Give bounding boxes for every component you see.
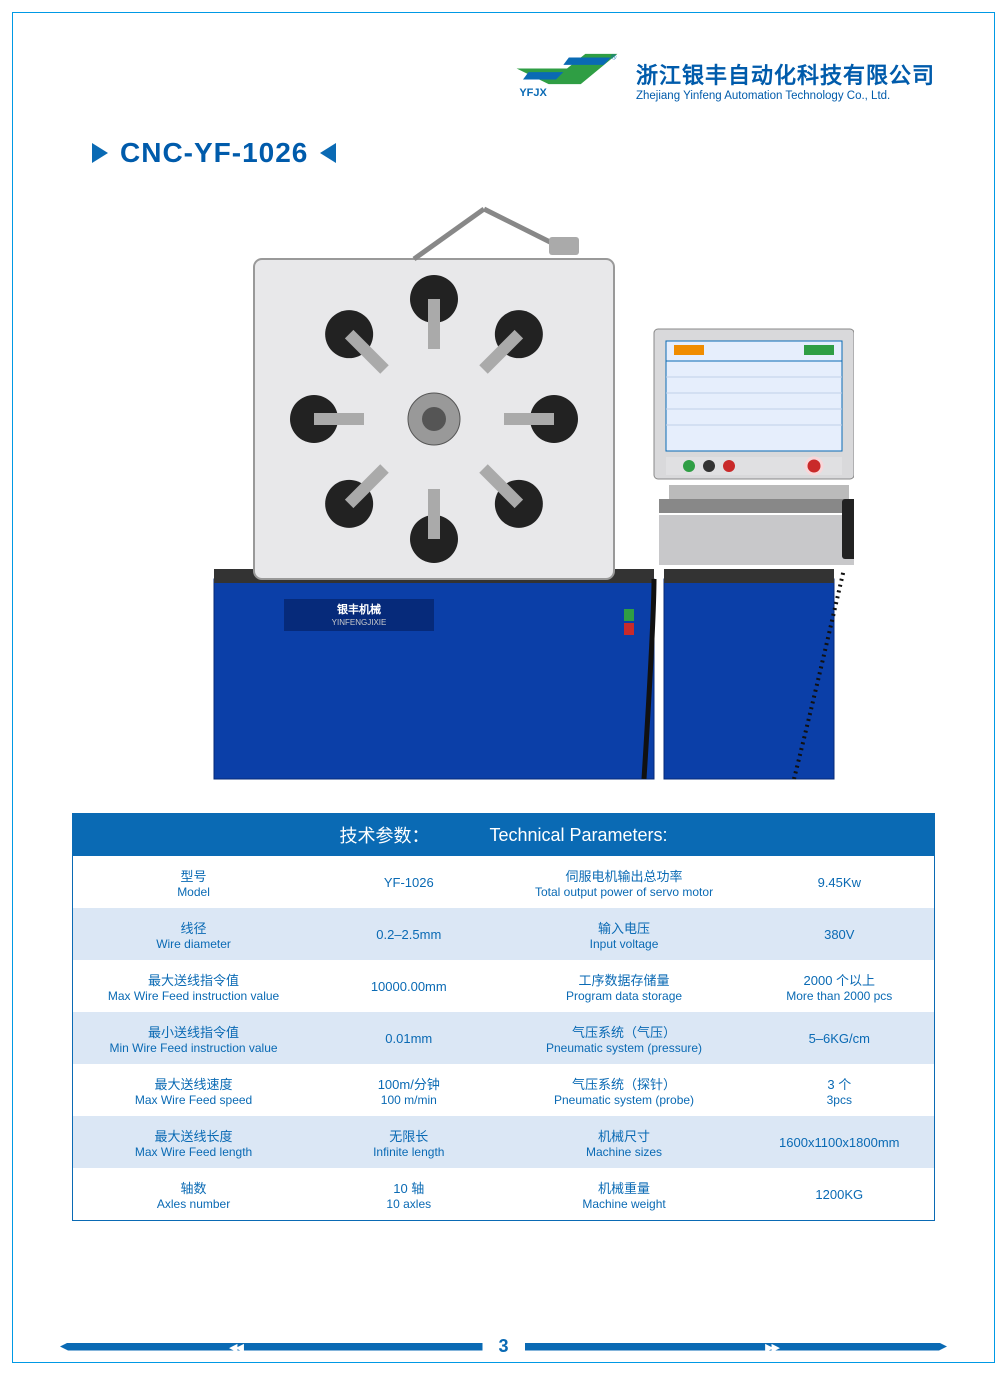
table-title-cn: 技术参数：	[339, 822, 429, 848]
product-image-area: 银丰机械 YINFENGJIXIE	[72, 179, 935, 799]
param-value-right: 2000 个以上More than 2000 pcs	[745, 960, 934, 1012]
company-name: 浙江银丰自动化科技有限公司 Zhejiang Yinfeng Automatio…	[636, 58, 935, 102]
table-row: 最大送线指令值Max Wire Feed instruction value10…	[73, 960, 934, 1012]
machine-brand-cn: 银丰机械	[337, 602, 381, 616]
table-row: 最大送线速度Max Wire Feed speed100m/分钟100 m/mi…	[73, 1064, 934, 1116]
param-label-right: 伺服电机输出总功率Total output power of servo mot…	[503, 856, 744, 908]
param-value-left: 无限长Infinite length	[314, 1116, 503, 1168]
param-label-right: 机械尺寸Machine sizes	[503, 1116, 744, 1168]
spec-table-container: 技术参数： Technical Parameters: 型号ModelYF-10…	[72, 813, 935, 1221]
param-value-right: 3 个3pcs	[745, 1064, 934, 1116]
param-value-left: 0.2–2.5mm	[314, 908, 503, 960]
footer-bar-right: ▶▶	[525, 1343, 948, 1351]
footer-bar-left: ◀◀	[60, 1343, 483, 1351]
table-row: 最小送线指令值Min Wire Feed instruction value0.…	[73, 1012, 934, 1064]
table-title-en: Technical Parameters:	[489, 825, 667, 846]
param-value-right: 1600x1100x1800mm	[745, 1116, 934, 1168]
param-value-left: YF-1026	[314, 856, 503, 908]
table-row: 线径Wire diameter0.2–2.5mm输入电压Input voltag…	[73, 908, 934, 960]
product-title-bar: CNC-YF-1026	[92, 137, 935, 169]
page-number: 3	[483, 1336, 525, 1357]
machine-illustration: 银丰机械 YINFENGJIXIE	[154, 199, 854, 799]
param-label-left: 轴数Axles number	[73, 1168, 314, 1220]
param-label-left: 线径Wire diameter	[73, 908, 314, 960]
page-content: YFJX ® 浙江银丰自动化科技有限公司 Zhejiang Yinfeng Au…	[12, 12, 995, 1363]
param-label-left: 最大送线长度Max Wire Feed length	[73, 1116, 314, 1168]
company-name-en: Zhejiang Yinfeng Automation Technology C…	[636, 90, 935, 102]
chevron-left-icon: ◀◀	[229, 1341, 242, 1354]
param-value-right: 5–6KG/cm	[745, 1012, 934, 1064]
param-value-left: 10000.00mm	[314, 960, 503, 1012]
param-label-left: 最大送线速度Max Wire Feed speed	[73, 1064, 314, 1116]
page-header: YFJX ® 浙江银丰自动化科技有限公司 Zhejiang Yinfeng Au…	[72, 52, 935, 107]
param-label-right: 机械重量Machine weight	[503, 1168, 744, 1220]
spec-table: 型号ModelYF-1026伺服电机输出总功率Total output powe…	[73, 856, 934, 1220]
param-value-right: 1200KG	[745, 1168, 934, 1220]
company-name-cn: 浙江银丰自动化科技有限公司	[636, 58, 935, 90]
spec-table-title: 技术参数： Technical Parameters:	[73, 814, 934, 856]
chevron-right-icon: ▶▶	[765, 1341, 778, 1354]
triangle-right-icon	[92, 143, 110, 163]
param-label-left: 型号Model	[73, 856, 314, 908]
table-row: 轴数Axles number10 轴10 axles机械重量Machine we…	[73, 1168, 934, 1220]
param-value-right: 380V	[745, 908, 934, 960]
param-label-right: 气压系统（气压）Pneumatic system (pressure)	[503, 1012, 744, 1064]
param-label-left: 最大送线指令值Max Wire Feed instruction value	[73, 960, 314, 1012]
table-row: 最大送线长度Max Wire Feed length无限长Infinite le…	[73, 1116, 934, 1168]
param-label-left: 最小送线指令值Min Wire Feed instruction value	[73, 1012, 314, 1064]
param-label-right: 气压系统（探针）Pneumatic system (probe)	[503, 1064, 744, 1116]
page-footer: ◀◀ 3 ▶▶	[60, 1336, 947, 1357]
machine-brand-en: YINFENGJIXIE	[331, 618, 386, 627]
svg-text:®: ®	[611, 52, 617, 61]
param-value-left: 0.01mm	[314, 1012, 503, 1064]
product-title: CNC-YF-1026	[120, 137, 308, 169]
company-logo-block: YFJX ® 浙江银丰自动化科技有限公司 Zhejiang Yinfeng Au…	[512, 52, 935, 107]
logo-code: YFJX	[519, 87, 547, 99]
triangle-left-icon	[318, 143, 336, 163]
table-row: 型号ModelYF-1026伺服电机输出总功率Total output powe…	[73, 856, 934, 908]
company-logo-icon: YFJX ®	[512, 52, 622, 107]
param-value-right: 9.45Kw	[745, 856, 934, 908]
param-value-left: 10 轴10 axles	[314, 1168, 503, 1220]
param-label-right: 输入电压Input voltage	[503, 908, 744, 960]
param-value-left: 100m/分钟100 m/min	[314, 1064, 503, 1116]
param-label-right: 工序数据存储量Program data storage	[503, 960, 744, 1012]
